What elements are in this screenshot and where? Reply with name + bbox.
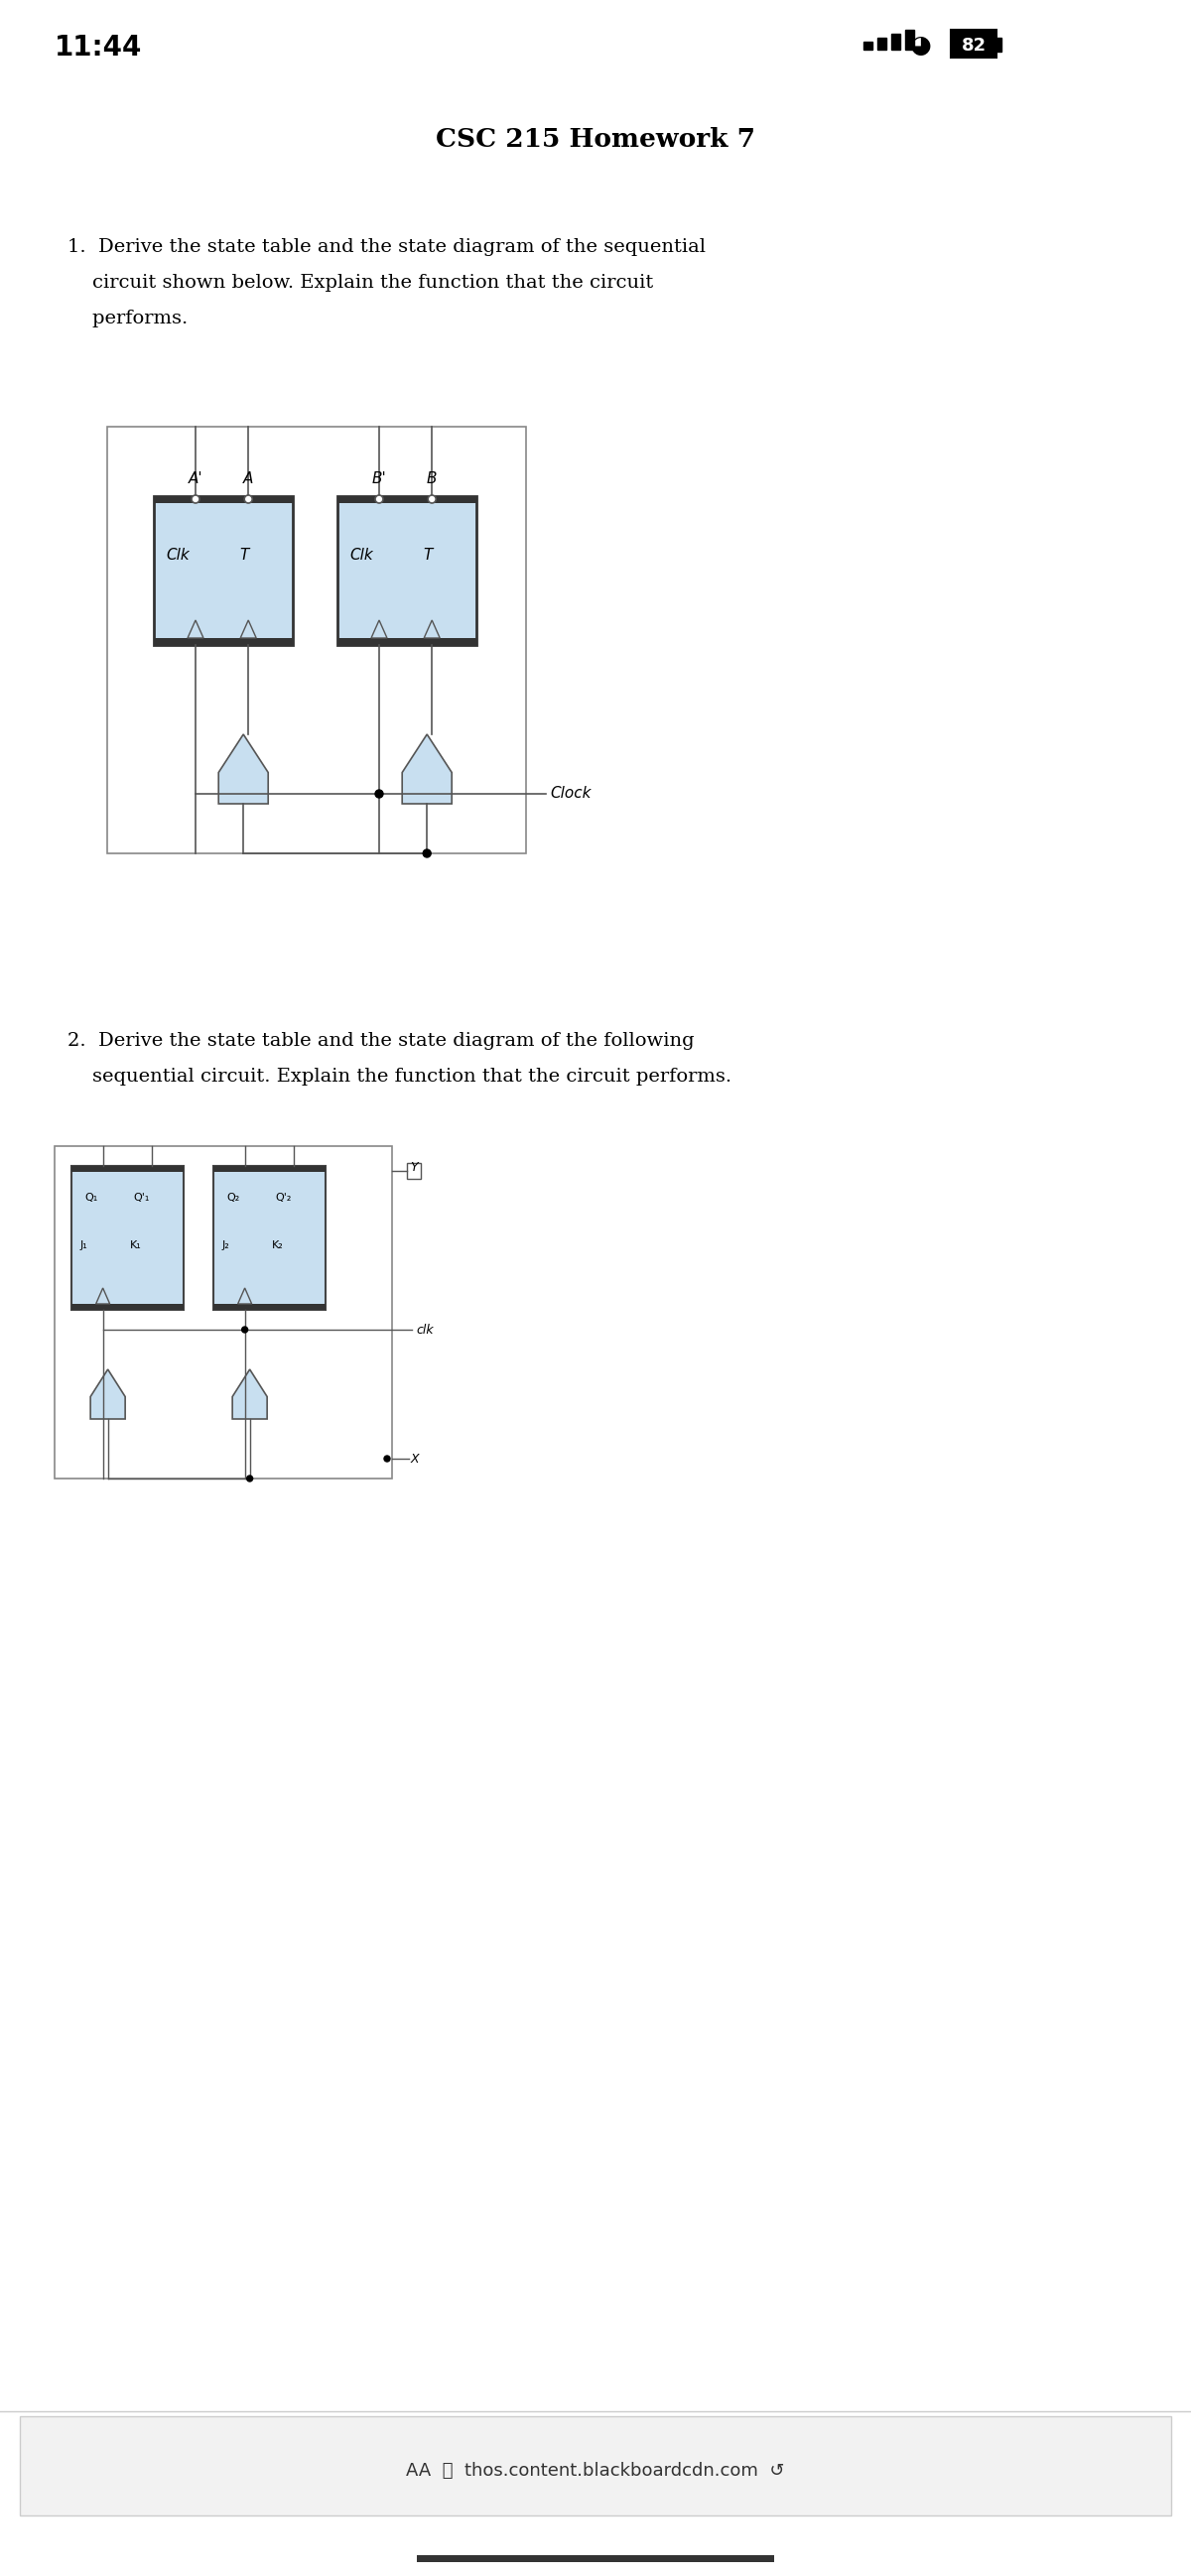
Polygon shape — [188, 621, 204, 639]
Circle shape — [423, 850, 431, 858]
Text: Clk: Clk — [166, 549, 189, 564]
Bar — [20, 2416, 1171, 2517]
Text: AA  🔒  thos.content.blackboardcdn.com  ↺: AA 🔒 thos.content.blackboardcdn.com ↺ — [406, 2463, 785, 2481]
Bar — [337, 639, 476, 644]
Text: Q'₁: Q'₁ — [133, 1193, 149, 1203]
Bar — [337, 497, 476, 644]
Bar — [213, 1167, 325, 1309]
Text: T: T — [424, 549, 432, 564]
Bar — [950, 31, 997, 57]
Text: A: A — [243, 471, 254, 487]
Polygon shape — [219, 734, 268, 804]
Polygon shape — [96, 1288, 110, 1303]
Bar — [71, 1303, 183, 1309]
Text: Q₁: Q₁ — [85, 1193, 98, 1203]
Bar — [154, 497, 293, 502]
Circle shape — [192, 495, 200, 502]
Circle shape — [242, 1327, 248, 1332]
Bar — [107, 428, 526, 853]
Text: Clk: Clk — [349, 549, 373, 564]
Text: T: T — [241, 549, 249, 564]
Text: 11:44: 11:44 — [55, 33, 142, 62]
Text: ⬆□: ⬆□ — [570, 2486, 621, 2514]
Polygon shape — [238, 1288, 251, 1303]
Text: 82: 82 — [961, 36, 986, 54]
Polygon shape — [403, 734, 451, 804]
Text: 1.  Derive the state table and the state diagram of the sequential: 1. Derive the state table and the state … — [68, 237, 705, 255]
Polygon shape — [424, 621, 439, 639]
Bar — [953, 31, 994, 57]
Bar — [891, 33, 900, 49]
Bar — [337, 497, 476, 502]
Bar — [154, 497, 293, 644]
Bar — [905, 31, 915, 49]
Text: circuit shown below. Explain the function that the circuit: circuit shown below. Explain the functio… — [68, 273, 654, 291]
Polygon shape — [232, 1370, 267, 1419]
Text: B': B' — [372, 471, 386, 487]
Bar — [55, 1146, 392, 1479]
Text: sequential circuit. Explain the function that the circuit performs.: sequential circuit. Explain the function… — [68, 1066, 731, 1084]
Bar — [878, 39, 886, 49]
Bar — [213, 1167, 325, 1172]
Text: <: < — [87, 2486, 112, 2514]
Text: ◕: ◕ — [910, 33, 931, 57]
Bar — [71, 1167, 183, 1309]
Text: ⧉: ⧉ — [1073, 2486, 1090, 2514]
Text: 2.  Derive the state table and the state diagram of the following: 2. Derive the state table and the state … — [68, 1033, 694, 1051]
Text: Q'₂: Q'₂ — [275, 1193, 292, 1203]
Text: X: X — [411, 1453, 419, 1466]
Text: >: > — [250, 2486, 275, 2514]
Text: J₂: J₂ — [223, 1242, 230, 1249]
Circle shape — [428, 495, 436, 502]
Text: K₁: K₁ — [130, 1242, 142, 1249]
Circle shape — [244, 495, 252, 502]
Polygon shape — [91, 1370, 125, 1419]
Text: CSC 215 Homework 7: CSC 215 Homework 7 — [436, 126, 755, 152]
Circle shape — [384, 1455, 391, 1461]
Text: K₂: K₂ — [272, 1242, 283, 1249]
Bar — [417, 2555, 774, 2563]
Text: clk: clk — [416, 1324, 434, 1337]
Text: A': A' — [188, 471, 202, 487]
Circle shape — [375, 495, 384, 502]
Bar — [997, 39, 1002, 52]
Bar — [863, 41, 872, 49]
Text: 📖: 📖 — [841, 2486, 856, 2514]
Bar — [154, 639, 293, 644]
Bar — [407, 1162, 420, 1180]
Polygon shape — [241, 621, 256, 639]
Circle shape — [375, 791, 384, 799]
Text: performs.: performs. — [68, 309, 188, 327]
Polygon shape — [372, 621, 387, 639]
Circle shape — [247, 1476, 252, 1481]
Text: Y: Y — [410, 1162, 418, 1175]
Text: Q₂: Q₂ — [226, 1193, 241, 1203]
Bar — [213, 1303, 325, 1309]
Bar — [71, 1167, 183, 1172]
Text: J₁: J₁ — [81, 1242, 88, 1249]
Text: Clock: Clock — [550, 786, 591, 801]
Text: B: B — [426, 471, 437, 487]
